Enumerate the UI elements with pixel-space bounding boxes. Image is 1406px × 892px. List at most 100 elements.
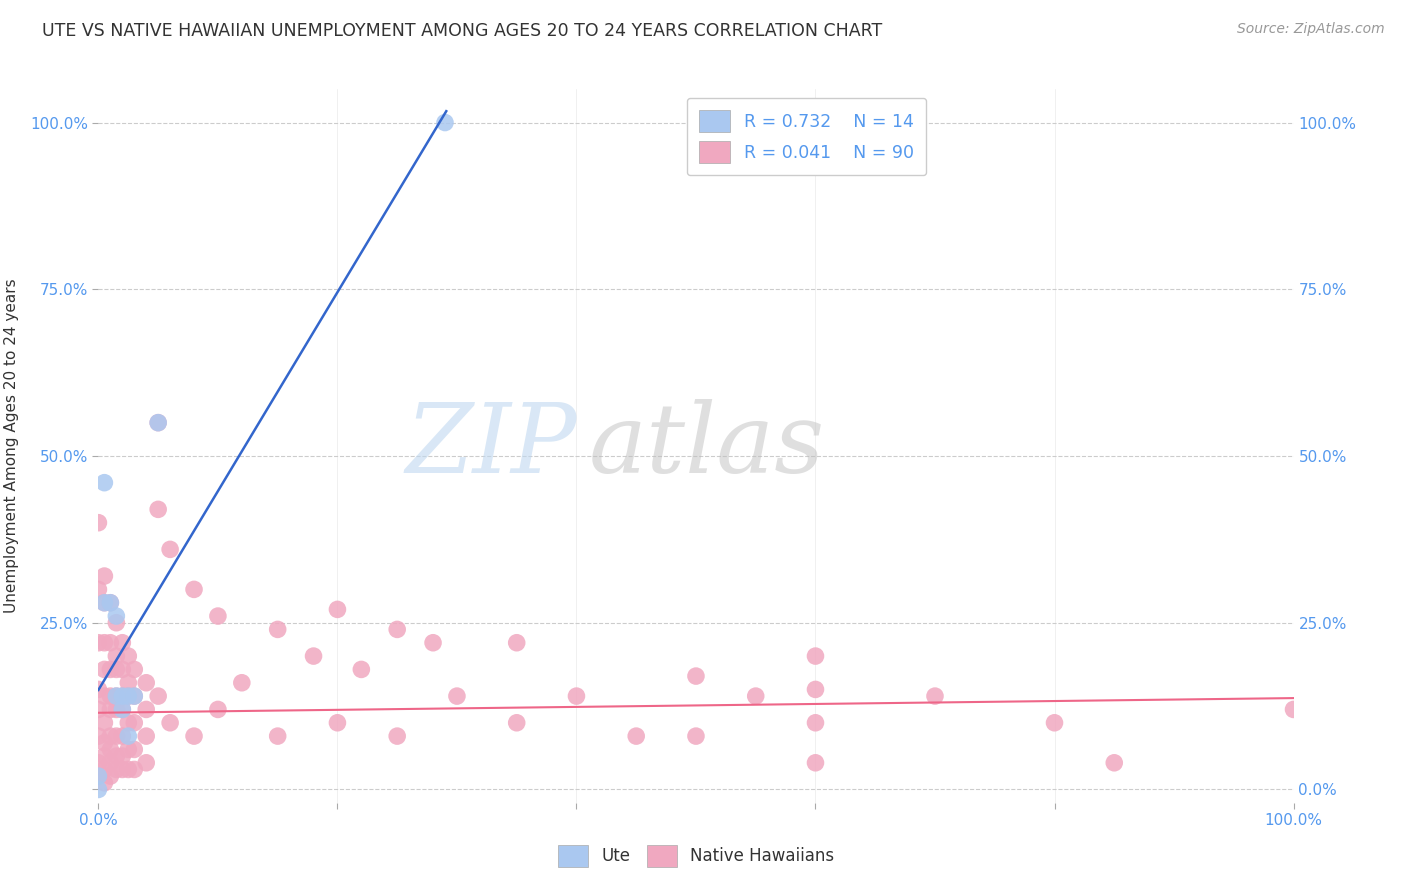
Point [267, 623, 290, 637]
Point [93, 749, 115, 764]
Point [93, 776, 115, 790]
Point [87, 729, 110, 743]
Point [804, 649, 827, 664]
Y-axis label: Unemployment Among Ages 20 to 24 years: Unemployment Among Ages 20 to 24 years [4, 278, 18, 614]
Point [385, 623, 409, 637]
Point [267, 729, 290, 743]
Point [87, 769, 110, 783]
Point [117, 649, 139, 664]
Point [433, 115, 456, 129]
Point [98, 769, 122, 783]
Point [87, 516, 110, 530]
Point [183, 729, 205, 743]
Point [207, 609, 229, 624]
Point [924, 689, 946, 703]
Point [111, 702, 134, 716]
Point [124, 763, 146, 777]
Point [93, 736, 115, 750]
Point [446, 689, 468, 703]
Point [385, 729, 409, 743]
Point [98, 636, 122, 650]
Point [207, 702, 229, 716]
Point [685, 669, 707, 683]
Point [105, 702, 128, 716]
Legend: Ute, Native Hawaiians: Ute, Native Hawaiians [548, 835, 844, 877]
Point [117, 729, 139, 743]
Point [98, 596, 122, 610]
Point [804, 715, 827, 730]
Point [98, 729, 122, 743]
Point [93, 596, 115, 610]
Point [87, 636, 110, 650]
Point [506, 636, 529, 650]
Point [565, 689, 588, 703]
Point [685, 729, 707, 743]
Point [804, 682, 827, 697]
Point [1043, 715, 1066, 730]
Point [506, 715, 529, 730]
Point [98, 596, 122, 610]
Point [148, 689, 170, 703]
Point [111, 689, 134, 703]
Point [105, 615, 128, 630]
Point [87, 682, 110, 697]
Text: atlas: atlas [588, 399, 824, 493]
Point [159, 715, 181, 730]
Point [105, 763, 128, 777]
Point [93, 596, 115, 610]
Point [87, 582, 110, 597]
Point [231, 675, 253, 690]
Point [135, 729, 157, 743]
Point [183, 582, 205, 597]
Point [159, 542, 181, 557]
Point [111, 636, 134, 650]
Point [117, 675, 139, 690]
Point [93, 569, 115, 583]
Point [1102, 756, 1125, 770]
Point [135, 702, 157, 716]
Text: Source: ZipAtlas.com: Source: ZipAtlas.com [1237, 22, 1385, 37]
Point [111, 749, 134, 764]
Point [105, 729, 128, 743]
Point [117, 689, 139, 703]
Point [148, 416, 170, 430]
Point [124, 689, 146, 703]
Point [148, 416, 170, 430]
Point [105, 662, 128, 676]
Point [93, 475, 115, 490]
Text: ZIP: ZIP [405, 399, 576, 493]
Point [111, 689, 134, 703]
Point [626, 729, 648, 743]
Point [98, 689, 122, 703]
Point [105, 689, 128, 703]
Point [98, 756, 122, 770]
Point [117, 689, 139, 703]
Point [98, 742, 122, 756]
Point [124, 662, 146, 676]
Point [124, 742, 146, 756]
Text: UTE VS NATIVE HAWAIIAN UNEMPLOYMENT AMONG AGES 20 TO 24 YEARS CORRELATION CHART: UTE VS NATIVE HAWAIIAN UNEMPLOYMENT AMON… [42, 22, 883, 40]
Point [135, 675, 157, 690]
Point [105, 749, 128, 764]
Point [117, 742, 139, 756]
Point [111, 729, 134, 743]
Point [117, 763, 139, 777]
Point [87, 769, 110, 783]
Point [111, 702, 134, 716]
Point [326, 715, 349, 730]
Point [804, 756, 827, 770]
Point [148, 502, 170, 516]
Point [302, 649, 325, 664]
Point [93, 689, 115, 703]
Point [111, 763, 134, 777]
Point [87, 782, 110, 797]
Point [745, 689, 768, 703]
Point [117, 715, 139, 730]
Point [350, 662, 373, 676]
Point [98, 702, 122, 716]
Point [124, 715, 146, 730]
Point [105, 649, 128, 664]
Point [93, 763, 115, 777]
Point [98, 662, 122, 676]
Point [87, 756, 110, 770]
